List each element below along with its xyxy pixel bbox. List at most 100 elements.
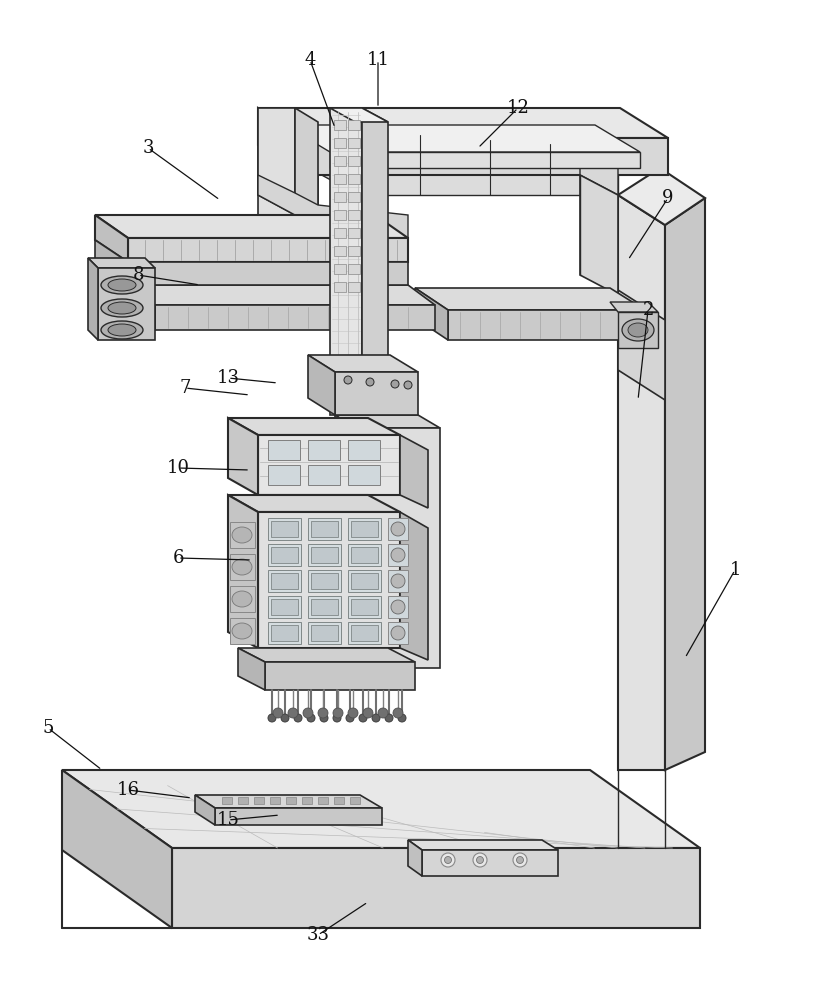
Polygon shape: [355, 428, 440, 668]
Circle shape: [404, 381, 412, 389]
Polygon shape: [215, 808, 382, 825]
Ellipse shape: [108, 279, 136, 291]
Bar: [254, 797, 264, 804]
Bar: [348, 622, 381, 644]
Circle shape: [385, 714, 393, 722]
Bar: [308, 440, 340, 460]
Polygon shape: [228, 495, 400, 512]
Polygon shape: [362, 108, 388, 428]
Bar: [350, 797, 360, 804]
Polygon shape: [62, 770, 700, 848]
Polygon shape: [258, 435, 400, 495]
Polygon shape: [95, 240, 128, 285]
Circle shape: [303, 708, 313, 718]
Polygon shape: [665, 198, 705, 770]
Polygon shape: [238, 648, 415, 662]
Ellipse shape: [628, 323, 648, 337]
Bar: [348, 282, 360, 292]
Text: 7: 7: [180, 379, 191, 397]
Polygon shape: [228, 418, 258, 495]
Polygon shape: [258, 512, 400, 648]
Polygon shape: [318, 108, 358, 195]
Polygon shape: [308, 355, 418, 372]
Polygon shape: [258, 108, 305, 175]
Bar: [348, 246, 360, 256]
Text: 3: 3: [142, 139, 154, 157]
Bar: [311, 573, 338, 589]
Circle shape: [378, 708, 388, 718]
Ellipse shape: [232, 527, 252, 543]
Circle shape: [307, 714, 315, 722]
Polygon shape: [305, 138, 668, 175]
Bar: [334, 138, 346, 148]
Polygon shape: [358, 130, 618, 195]
Ellipse shape: [101, 321, 143, 339]
Bar: [334, 120, 346, 130]
Bar: [334, 210, 346, 220]
Polygon shape: [330, 108, 388, 122]
Ellipse shape: [232, 559, 252, 575]
Polygon shape: [408, 840, 558, 850]
Bar: [268, 622, 301, 644]
Bar: [348, 210, 360, 220]
Polygon shape: [580, 175, 618, 295]
Text: 4: 4: [305, 51, 315, 69]
Ellipse shape: [108, 302, 136, 314]
Bar: [348, 518, 381, 540]
Bar: [308, 465, 340, 485]
Bar: [311, 625, 338, 641]
Bar: [268, 596, 301, 618]
Ellipse shape: [232, 591, 252, 607]
Text: 12: 12: [507, 99, 529, 117]
Bar: [271, 599, 298, 615]
Circle shape: [517, 856, 523, 863]
Text: 8: 8: [132, 266, 144, 284]
Bar: [268, 440, 300, 460]
Polygon shape: [228, 418, 400, 435]
Circle shape: [477, 856, 483, 863]
Bar: [348, 264, 360, 274]
Polygon shape: [408, 840, 422, 876]
Polygon shape: [330, 108, 362, 415]
Bar: [348, 465, 380, 485]
Bar: [271, 573, 298, 589]
Polygon shape: [335, 415, 440, 428]
Circle shape: [344, 376, 352, 384]
Bar: [230, 522, 255, 548]
Polygon shape: [88, 258, 98, 340]
Polygon shape: [128, 285, 155, 330]
Bar: [238, 797, 248, 804]
Polygon shape: [98, 268, 155, 340]
Ellipse shape: [101, 299, 143, 317]
Polygon shape: [580, 128, 618, 195]
Circle shape: [281, 714, 289, 722]
Bar: [351, 573, 378, 589]
Polygon shape: [618, 195, 665, 770]
Polygon shape: [618, 312, 658, 348]
Text: 1: 1: [730, 561, 740, 579]
Ellipse shape: [101, 276, 143, 294]
Bar: [334, 156, 346, 166]
Bar: [348, 440, 380, 460]
Bar: [270, 797, 280, 804]
Bar: [308, 518, 341, 540]
Polygon shape: [330, 152, 640, 168]
Bar: [351, 599, 378, 615]
Bar: [311, 521, 338, 537]
Circle shape: [372, 714, 380, 722]
Bar: [308, 596, 341, 618]
Bar: [334, 228, 346, 238]
Circle shape: [398, 714, 406, 722]
Polygon shape: [128, 262, 408, 285]
Bar: [268, 570, 301, 592]
Polygon shape: [95, 215, 128, 262]
Bar: [388, 596, 408, 618]
Ellipse shape: [108, 324, 136, 336]
Polygon shape: [258, 108, 295, 215]
Bar: [388, 518, 408, 540]
Bar: [271, 547, 298, 563]
Polygon shape: [285, 125, 640, 152]
Bar: [334, 282, 346, 292]
Polygon shape: [308, 355, 335, 415]
Bar: [311, 547, 338, 563]
